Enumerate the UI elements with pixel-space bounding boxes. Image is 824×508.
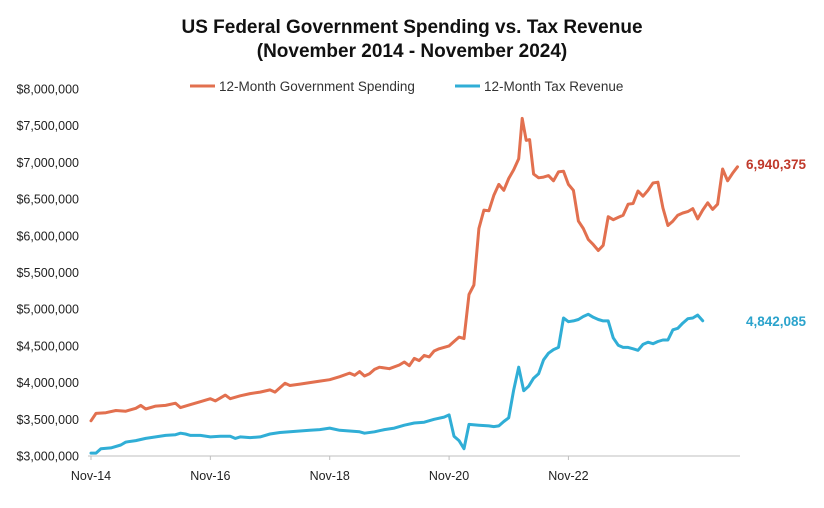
y-tick-label: $3,000,000 xyxy=(16,450,79,464)
y-tick-label: $3,500,000 xyxy=(16,413,79,427)
x-axis-ticks: Nov-14 Nov-16 Nov-18 Nov-20 Nov-22 xyxy=(71,456,589,483)
y-axis-ticks: $3,000,000 $3,500,000 $4,000,000 $4,500,000… xyxy=(16,83,79,464)
series-line-revenue xyxy=(89,312,705,455)
series-lines xyxy=(89,116,739,455)
x-tick-label: Nov-14 xyxy=(71,469,111,483)
x-tick-label: Nov-16 xyxy=(190,469,230,483)
x-tick-label: Nov-18 xyxy=(310,469,350,483)
y-tick-label: $8,000,000 xyxy=(16,83,79,97)
y-tick-label: $4,500,000 xyxy=(16,339,79,353)
y-tick-label: $7,000,000 xyxy=(16,156,79,170)
y-tick-label: $5,500,000 xyxy=(16,266,79,280)
end-label-revenue: 4,842,085 xyxy=(746,314,807,329)
x-tick-label: Nov-22 xyxy=(548,469,588,483)
y-tick-label: $4,000,000 xyxy=(16,376,79,390)
y-tick-label: $7,500,000 xyxy=(16,119,79,133)
y-tick-label: $5,000,000 xyxy=(16,303,79,317)
y-tick-label: $6,000,000 xyxy=(16,229,79,243)
chart-title-line1: US Federal Government Spending vs. Tax R… xyxy=(181,17,642,38)
chart-legend: 12-Month Government Spending 12-Month Ta… xyxy=(190,79,623,94)
series-line-spending xyxy=(89,116,739,423)
y-tick-label: $6,500,000 xyxy=(16,193,79,207)
x-tick-label: Nov-20 xyxy=(429,469,469,483)
end-label-spending: 6,940,375 xyxy=(746,157,807,172)
legend-label-spending: 12-Month Government Spending xyxy=(219,79,415,94)
chart-title-line2: (November 2014 - November 2024) xyxy=(257,41,567,62)
legend-label-revenue: 12-Month Tax Revenue xyxy=(484,79,623,94)
